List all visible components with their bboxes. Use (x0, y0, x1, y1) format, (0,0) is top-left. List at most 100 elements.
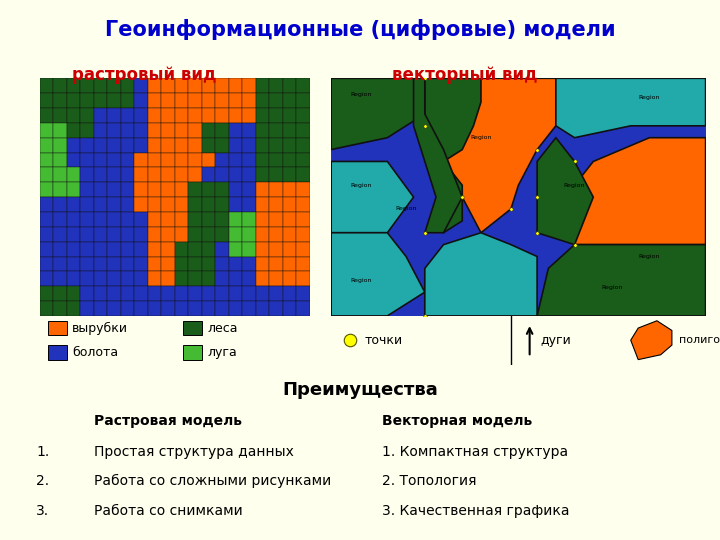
Bar (148, 256, 161, 271)
Bar (174, 197, 188, 212)
Bar (121, 227, 134, 241)
Bar (202, 138, 215, 152)
Bar (66, 227, 80, 241)
Bar (148, 78, 161, 93)
Bar (202, 227, 215, 241)
Bar (80, 271, 94, 286)
Bar (161, 167, 174, 183)
Polygon shape (631, 321, 672, 360)
Bar (283, 286, 296, 301)
Bar (161, 123, 174, 138)
Bar (121, 212, 134, 227)
Bar (134, 227, 148, 241)
Bar (269, 286, 283, 301)
Bar (229, 256, 242, 271)
Text: Region: Region (351, 278, 372, 283)
Bar (40, 241, 53, 256)
Bar (202, 212, 215, 227)
Bar (269, 167, 283, 183)
Bar (53, 138, 66, 152)
Bar (229, 183, 242, 197)
Bar (40, 167, 53, 183)
Bar (94, 212, 107, 227)
Bar (53, 197, 66, 212)
Bar (256, 108, 269, 123)
Bar (215, 138, 229, 152)
Bar (269, 241, 283, 256)
Bar (148, 212, 161, 227)
Bar (40, 123, 53, 138)
Text: растровый вид: растровый вид (72, 65, 216, 84)
Bar (94, 227, 107, 241)
Bar (107, 78, 121, 93)
Bar (134, 271, 148, 286)
Bar (229, 197, 242, 212)
Bar (161, 152, 174, 167)
Bar (174, 93, 188, 108)
Bar (148, 123, 161, 138)
Bar (80, 123, 94, 138)
Bar (134, 197, 148, 212)
Polygon shape (331, 161, 413, 233)
Bar (161, 93, 174, 108)
Bar (53, 212, 66, 227)
Bar (296, 108, 310, 123)
Bar (161, 301, 174, 316)
Bar (188, 108, 202, 123)
Bar (53, 93, 66, 108)
Text: 3.: 3. (36, 504, 49, 518)
Bar (174, 286, 188, 301)
Bar (188, 197, 202, 212)
Bar (229, 93, 242, 108)
Bar (53, 183, 66, 197)
Bar (269, 183, 283, 197)
Bar (188, 93, 202, 108)
Bar (188, 256, 202, 271)
Bar (283, 212, 296, 227)
Bar (53, 241, 66, 256)
Text: 2. Топология: 2. Топология (382, 474, 476, 488)
Bar (229, 227, 242, 241)
Text: 2.: 2. (36, 474, 49, 488)
Bar (66, 271, 80, 286)
Bar (283, 301, 296, 316)
Polygon shape (331, 233, 425, 316)
Bar (202, 301, 215, 316)
Bar (148, 227, 161, 241)
Bar (40, 256, 53, 271)
Bar (161, 227, 174, 241)
Text: дуги: дуги (541, 334, 572, 347)
Bar (66, 301, 80, 316)
Bar (80, 78, 94, 93)
Bar (296, 167, 310, 183)
Bar (40, 301, 53, 316)
Bar (80, 138, 94, 152)
Bar (215, 301, 229, 316)
Text: векторный вид: векторный вид (392, 65, 537, 84)
Bar (215, 241, 229, 256)
Bar (283, 152, 296, 167)
Bar (66, 152, 80, 167)
Bar (107, 123, 121, 138)
Bar (107, 227, 121, 241)
Bar (229, 271, 242, 286)
Bar (174, 152, 188, 167)
Bar (107, 152, 121, 167)
Bar (256, 212, 269, 227)
Bar (53, 227, 66, 241)
Bar (148, 241, 161, 256)
Bar (229, 152, 242, 167)
Bar (202, 152, 215, 167)
Bar (134, 108, 148, 123)
Bar (256, 256, 269, 271)
Bar (107, 108, 121, 123)
Bar (121, 256, 134, 271)
Bar (134, 78, 148, 93)
Bar (202, 183, 215, 197)
Bar (107, 271, 121, 286)
Bar (174, 271, 188, 286)
Bar (121, 167, 134, 183)
Bar (94, 138, 107, 152)
Polygon shape (413, 78, 462, 233)
Bar (161, 197, 174, 212)
